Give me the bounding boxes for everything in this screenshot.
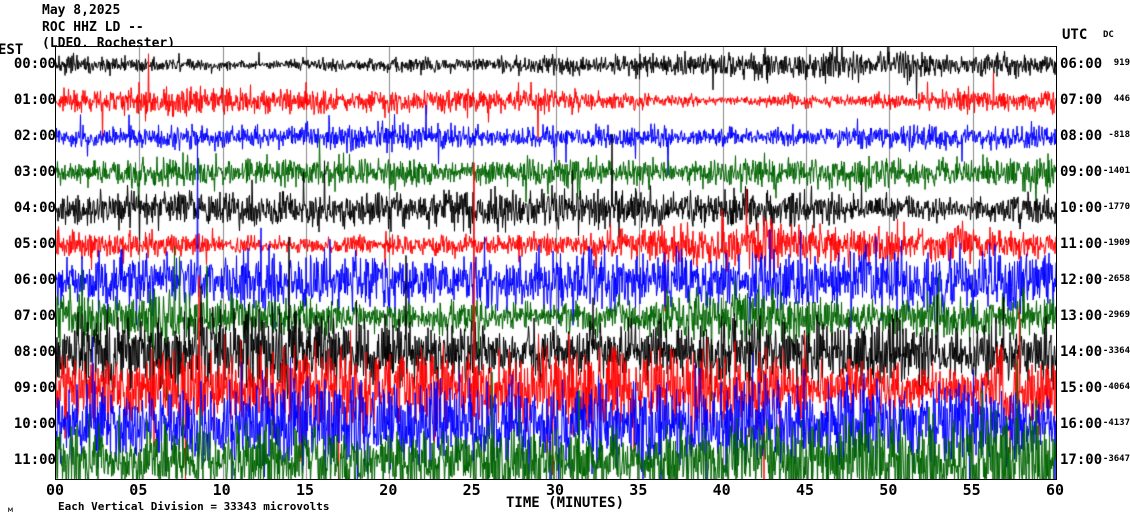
right-time-label: 11:00	[1060, 236, 1103, 252]
seismogram-canvas	[56, 47, 1056, 479]
x-tick-label: 00	[45, 481, 65, 499]
right-time-label: 09:00	[1060, 164, 1103, 180]
right-time-label: 07:00	[1060, 92, 1103, 108]
dc-value: -2969	[1102, 310, 1130, 320]
seismogram-plot-area	[55, 46, 1057, 480]
right-time-label: 16:00	[1060, 416, 1103, 432]
dc-value: -1909	[1102, 238, 1130, 248]
x-tick-label: 50	[879, 481, 898, 499]
x-tick-label: 20	[379, 481, 398, 499]
dc-value: -2658	[1102, 274, 1130, 284]
left-time-label: 08:00	[13, 344, 56, 360]
x-tick-label: 25	[462, 481, 481, 499]
dc-value: 446	[1113, 94, 1130, 104]
left-time-label: 10:00	[13, 416, 56, 432]
footnote-text: Each Vertical Division = 33343 microvolt…	[58, 500, 330, 513]
left-time-label: 05:00	[13, 236, 56, 252]
right-time-label: 17:00	[1060, 452, 1103, 468]
right-time-label: 12:00	[1060, 272, 1103, 288]
x-tick-label: 05	[129, 481, 148, 499]
x-tick-label: 30	[545, 481, 565, 499]
x-tick-label: 45	[795, 481, 815, 499]
left-time-label: 01:00	[13, 92, 56, 108]
dc-column-label: DC	[1103, 30, 1114, 40]
left-time-label: 03:00	[13, 164, 56, 180]
left-axis-label: EST	[0, 42, 24, 58]
left-time-label: 09:00	[13, 380, 56, 396]
x-tick-label: 10	[212, 481, 231, 499]
dc-value: -818	[1108, 130, 1130, 140]
dc-value: -4064	[1102, 382, 1130, 392]
header-channel: ROC HHZ LD --	[42, 20, 144, 35]
x-tick-label: 35	[629, 481, 648, 499]
dc-value: -3647	[1102, 454, 1130, 464]
x-tick-label: 60	[1045, 481, 1065, 499]
x-tick-label: 55	[962, 481, 981, 499]
right-time-label: 08:00	[1060, 128, 1103, 144]
footnote-mark: м	[8, 505, 13, 514]
right-axis-label: UTC	[1062, 27, 1088, 43]
header-date: May 8,2025	[42, 3, 121, 18]
left-time-label: 07:00	[13, 308, 56, 324]
dc-value: -1770	[1102, 202, 1130, 212]
dc-value: -4137	[1102, 418, 1130, 428]
left-time-label: 04:00	[13, 200, 56, 216]
x-axis-title: TIME (MINUTES)	[505, 495, 625, 511]
right-time-label: 15:00	[1060, 380, 1103, 396]
right-time-label: 13:00	[1060, 308, 1103, 324]
right-time-label: 06:00	[1060, 56, 1103, 72]
dc-value: -3364	[1102, 346, 1130, 356]
left-time-label: 11:00	[13, 452, 56, 468]
right-time-label: 14:00	[1060, 344, 1103, 360]
x-tick-label: 15	[295, 481, 315, 499]
left-time-label: 06:00	[13, 272, 56, 288]
dc-value: 919	[1113, 58, 1130, 68]
x-tick-label: 40	[712, 481, 731, 499]
left-time-label: 00:00	[13, 56, 56, 72]
left-time-label: 02:00	[13, 128, 56, 144]
dc-value: -1401	[1102, 166, 1130, 176]
right-time-label: 10:00	[1060, 200, 1103, 216]
